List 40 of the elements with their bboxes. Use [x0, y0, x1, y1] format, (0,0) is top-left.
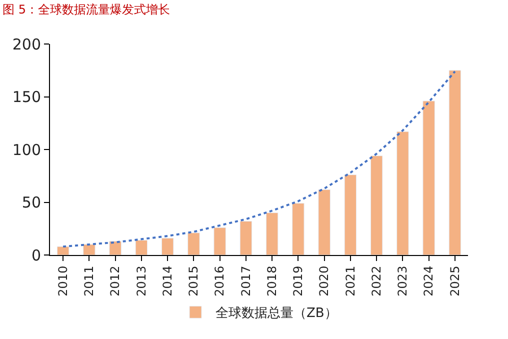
x-tick-label: 2010 — [56, 266, 70, 296]
y-tick-label: 50 — [22, 194, 41, 212]
y-tick-label: 200 — [12, 35, 41, 54]
x-tick-label: 2013 — [134, 266, 148, 296]
line-series — [62, 70, 456, 248]
bar — [422, 100, 435, 255]
x-tick-label: 2017 — [238, 266, 253, 296]
x-tick-label: 2011 — [82, 266, 96, 296]
bar — [266, 212, 278, 255]
y-tick-label: 0 — [31, 246, 41, 264]
x-tick-label: 2025 — [448, 266, 462, 296]
bar — [83, 244, 96, 255]
x-tick-label: 2012 — [108, 266, 122, 296]
y-tick-label: 100 — [12, 140, 41, 159]
x-tick-label: 2024 — [422, 266, 436, 296]
bar — [292, 203, 304, 255]
x-tick-label: 2022 — [369, 266, 384, 296]
x-tick-label: 2014 — [160, 266, 174, 296]
bar — [240, 220, 252, 255]
bar — [318, 189, 330, 255]
bar — [396, 131, 409, 255]
x-tick-label: 2020 — [317, 266, 332, 296]
bar — [135, 240, 148, 255]
bar — [188, 232, 200, 255]
bar — [344, 174, 357, 255]
bar — [161, 238, 174, 255]
x-tick-label: 2016 — [212, 266, 227, 296]
bar — [370, 156, 383, 255]
bar — [56, 246, 70, 255]
y-tick-label: 150 — [12, 88, 41, 106]
bar — [214, 227, 226, 255]
x-tick-label: 2019 — [291, 266, 306, 296]
x-tick-label: 2023 — [396, 266, 410, 296]
bar — [448, 70, 462, 255]
x-tick-label: 2018 — [264, 266, 279, 296]
legend-label: 全球数据总量（ZB） — [216, 306, 338, 322]
x-tick-label: 2015 — [186, 266, 201, 296]
x-tick-label: 2021 — [343, 266, 358, 296]
bar — [109, 241, 122, 255]
chart-title: 图 5：全球数据流量爆发式增长 — [2, 2, 170, 16]
